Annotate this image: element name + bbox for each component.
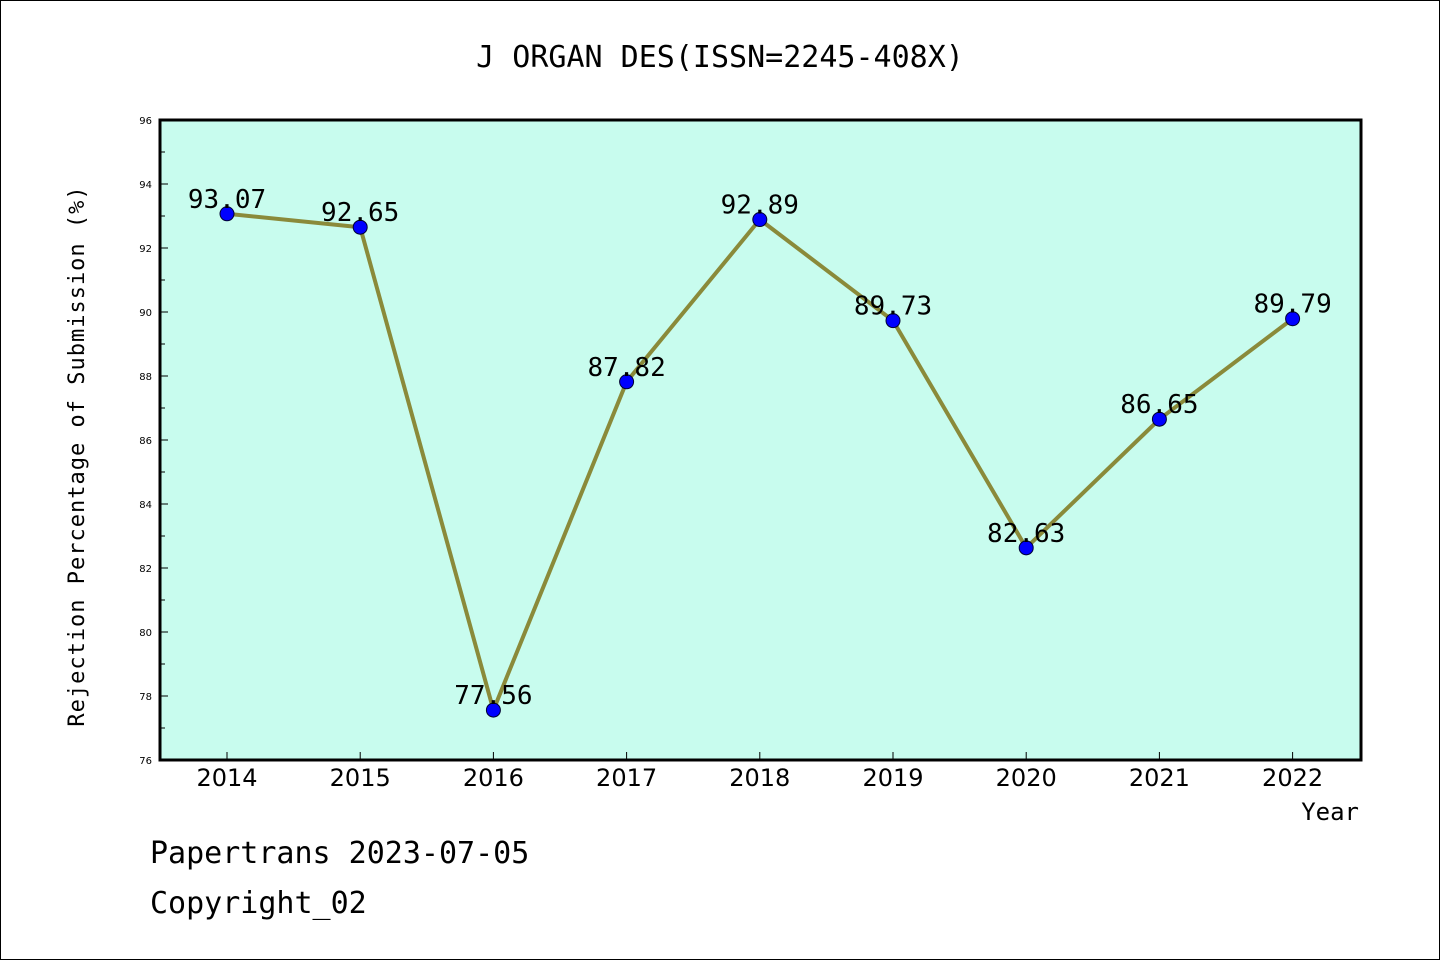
data-labels-group: 93.07 92.65 77.56 87.82 92.89 89.73 82.63 86.65… bbox=[188, 185, 1332, 711]
chart-title: J ORGAN DES(ISSN=2245-408X) bbox=[476, 40, 964, 75]
data-label: 77.56 bbox=[454, 681, 532, 711]
x-axis-label: Year bbox=[1301, 798, 1359, 826]
data-point bbox=[1285, 311, 1301, 327]
data-point bbox=[352, 219, 368, 235]
y-tick-label: 88 bbox=[139, 372, 152, 383]
data-point bbox=[885, 313, 901, 329]
y-tick-label: 96 bbox=[139, 116, 152, 127]
y-tick-label: 78 bbox=[139, 692, 152, 703]
y-tick-label: 76 bbox=[139, 756, 152, 767]
y-tick-label: 86 bbox=[139, 436, 152, 447]
x-tick-label: 2022 bbox=[1262, 764, 1323, 792]
x-tick-label: 2018 bbox=[729, 764, 790, 792]
footer-source-date: Papertrans 2023-07-05 bbox=[150, 836, 530, 871]
x-axis: 2014 2015 2016 2017 2018 2019 2020 2021 2022 bbox=[196, 752, 1323, 792]
data-point bbox=[1018, 540, 1034, 556]
data-label: 93.07 bbox=[188, 185, 266, 215]
data-point bbox=[1151, 411, 1167, 427]
y-tick-label: 82 bbox=[139, 564, 152, 575]
data-point bbox=[619, 374, 635, 390]
x-tick-label: 2016 bbox=[463, 764, 524, 792]
x-tick-label: 2015 bbox=[330, 764, 391, 792]
footer-copyright: Copyright_02 bbox=[150, 886, 367, 921]
data-point bbox=[485, 702, 501, 718]
y-axis-label: Rejection Percentage of Submission (%) bbox=[65, 185, 90, 726]
data-label: 92.89 bbox=[721, 191, 799, 221]
y-tick-label: 92 bbox=[139, 244, 152, 255]
y-tick-label: 84 bbox=[139, 500, 152, 511]
plot-border bbox=[158, 118, 1363, 762]
data-point bbox=[219, 206, 235, 222]
series-points-group bbox=[219, 206, 1301, 718]
data-label: 89.73 bbox=[854, 292, 932, 322]
y-tick-label: 94 bbox=[139, 180, 152, 191]
x-tick-label: 2019 bbox=[862, 764, 923, 792]
x-tick-label: 2021 bbox=[1129, 764, 1190, 792]
y-tick-label: 90 bbox=[139, 308, 152, 319]
data-label: 82.63 bbox=[987, 519, 1065, 549]
x-tick-label: 2020 bbox=[996, 764, 1057, 792]
data-label: 89.79 bbox=[1253, 290, 1331, 320]
data-label: 92.65 bbox=[321, 198, 399, 228]
x-tick-label: 2017 bbox=[596, 764, 657, 792]
data-label: 87.82 bbox=[587, 353, 665, 383]
x-tick-label: 2014 bbox=[196, 764, 257, 792]
y-tick-label: 80 bbox=[139, 628, 152, 639]
data-point bbox=[752, 212, 768, 228]
data-label: 86.65 bbox=[1120, 390, 1198, 420]
